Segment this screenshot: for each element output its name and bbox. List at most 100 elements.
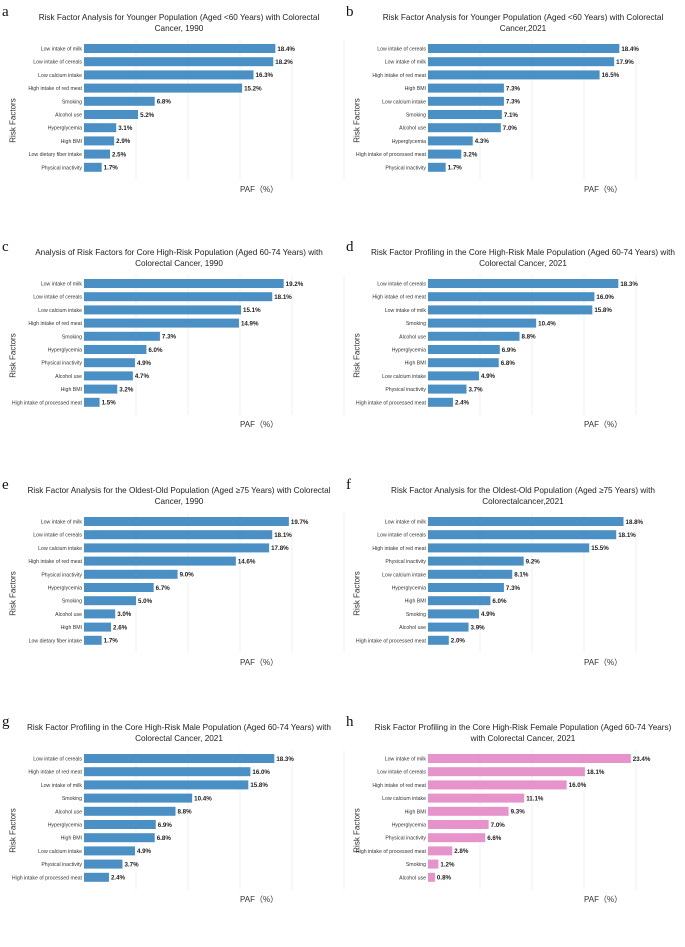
panel-letter: d: [346, 239, 354, 255]
category-label: Low intake of milk: [385, 756, 427, 762]
value-label: 6.8%: [501, 360, 516, 367]
category-label: High intake of processed meat: [356, 400, 427, 406]
bar: [84, 318, 239, 328]
value-label: 16.0%: [252, 769, 270, 776]
bar: [428, 767, 585, 777]
bar: [428, 833, 486, 843]
bar: [428, 609, 479, 619]
bar: [84, 279, 284, 288]
category-label: Low intake of cereals: [377, 46, 426, 52]
chart-title: Risk Factor Profiling in the Core High-R…: [371, 248, 675, 268]
category-label: Hyperglycemia: [392, 822, 426, 828]
value-label: 3.9%: [471, 624, 486, 631]
value-label: 17.9%: [616, 59, 634, 66]
category-label: Low intake of cereals: [377, 281, 426, 287]
category-label: High BMI: [405, 809, 426, 815]
value-label: 7.1%: [504, 112, 519, 119]
category-label: High intake of red meat: [28, 559, 82, 565]
x-axis-label: PAF（%）: [240, 420, 279, 429]
bar-chart: Low intake of cereals 18.4% Low intake of …: [356, 40, 639, 180]
bar-chart: Low intake of milk 18.8% Low intake of cer…: [356, 513, 644, 653]
value-label: 4.9%: [137, 848, 152, 855]
category-label: High intake of red meat: [372, 546, 426, 552]
x-axis-label: PAF（%）: [584, 658, 623, 667]
chart-panel-e: e Risk Factor Analysis for the Oldest-Old…: [2, 477, 345, 707]
category-label: Low intake of milk: [41, 783, 83, 789]
bar: [84, 806, 176, 816]
bar: [428, 806, 509, 816]
bar: [428, 136, 473, 146]
bar: [428, 556, 524, 566]
category-label: Hyperglycemia: [392, 139, 426, 145]
bar: [84, 767, 251, 777]
bar: [428, 345, 500, 354]
category-label: Low calcium intake: [382, 796, 426, 802]
value-label: 0.8%: [437, 875, 452, 882]
value-label: 23.4%: [633, 756, 651, 763]
bar: [428, 371, 479, 381]
value-label: 3.2%: [463, 151, 478, 158]
value-label: 6.8%: [157, 99, 172, 106]
bar: [84, 83, 243, 93]
category-label: Physical inactivity: [385, 387, 426, 393]
value-label: 18.2%: [275, 59, 293, 66]
value-label: 2.4%: [111, 875, 126, 882]
value-label: 9.2%: [526, 558, 541, 565]
chart-panel-c: c Analysis of Risk Factors for Core High-…: [2, 239, 345, 469]
value-label: 5.2%: [140, 112, 155, 119]
panel-letter: a: [2, 4, 9, 20]
value-label: 4.9%: [137, 360, 152, 367]
value-label: 3.1%: [118, 125, 133, 132]
value-label: 9.3%: [511, 809, 526, 816]
category-label: High intake of red meat: [372, 295, 426, 301]
bar: [84, 820, 156, 829]
bar-chart: Low intake of milk 19.2% Low intake of cer…: [12, 275, 345, 415]
category-label: Physical inactivity: [41, 862, 82, 868]
bar: [428, 149, 462, 159]
value-label: 19.2%: [286, 281, 304, 288]
bar: [84, 70, 254, 80]
bar: [84, 44, 276, 53]
category-label: Smoking: [406, 612, 426, 618]
bar: [428, 57, 615, 67]
bar: [84, 622, 112, 632]
value-label: 1.7%: [104, 165, 119, 172]
chart-panel-a: a Risk Factor Analysis for Younger Popula…: [2, 4, 345, 234]
value-label: 4.3%: [475, 138, 490, 145]
x-axis-label: PAF（%）: [584, 420, 623, 429]
value-label: 18.4%: [277, 46, 295, 53]
category-label: High BMI: [405, 361, 426, 367]
bar: [84, 596, 136, 606]
bar: [428, 872, 435, 882]
category-label: Low calcium intake: [382, 99, 426, 105]
value-label: 1.2%: [440, 861, 455, 868]
bar-chart: Low intake of milk 18.4% Low intake of cer…: [28, 40, 345, 180]
value-label: 7.0%: [491, 822, 506, 829]
bar: [428, 331, 520, 341]
category-label: Smoking: [62, 334, 82, 340]
category-label: High intake of red meat: [28, 321, 82, 327]
chart-title: Risk Factor Analysis for the Oldest-Old …: [391, 486, 655, 506]
value-label: 3.0%: [117, 611, 132, 618]
bar: [428, 384, 467, 394]
category-label: Hyperglycemia: [48, 822, 82, 828]
bar: [428, 305, 593, 315]
category-label: Low intake of cereals: [33, 533, 82, 539]
value-label: 6.6%: [487, 835, 502, 842]
value-label: 15.1%: [243, 307, 261, 314]
value-label: 3.7%: [468, 386, 483, 393]
category-label: Physical inactivity: [41, 572, 82, 578]
category-label: Low intake of milk: [385, 60, 427, 66]
bar: [84, 331, 160, 341]
bar: [84, 793, 193, 803]
panel-letter: e: [2, 477, 9, 493]
value-label: 10.4%: [538, 320, 556, 327]
value-label: 18.8%: [626, 519, 644, 526]
chart-title: Risk Factor Analysis for Younger Populat…: [38, 13, 320, 33]
bar: [84, 859, 123, 869]
bar: [84, 543, 270, 553]
value-label: 8.8%: [522, 334, 537, 341]
value-label: 4.7%: [135, 373, 150, 380]
category-label: Alcohol use: [55, 374, 82, 380]
x-axis-label: PAF（%）: [584, 895, 623, 904]
